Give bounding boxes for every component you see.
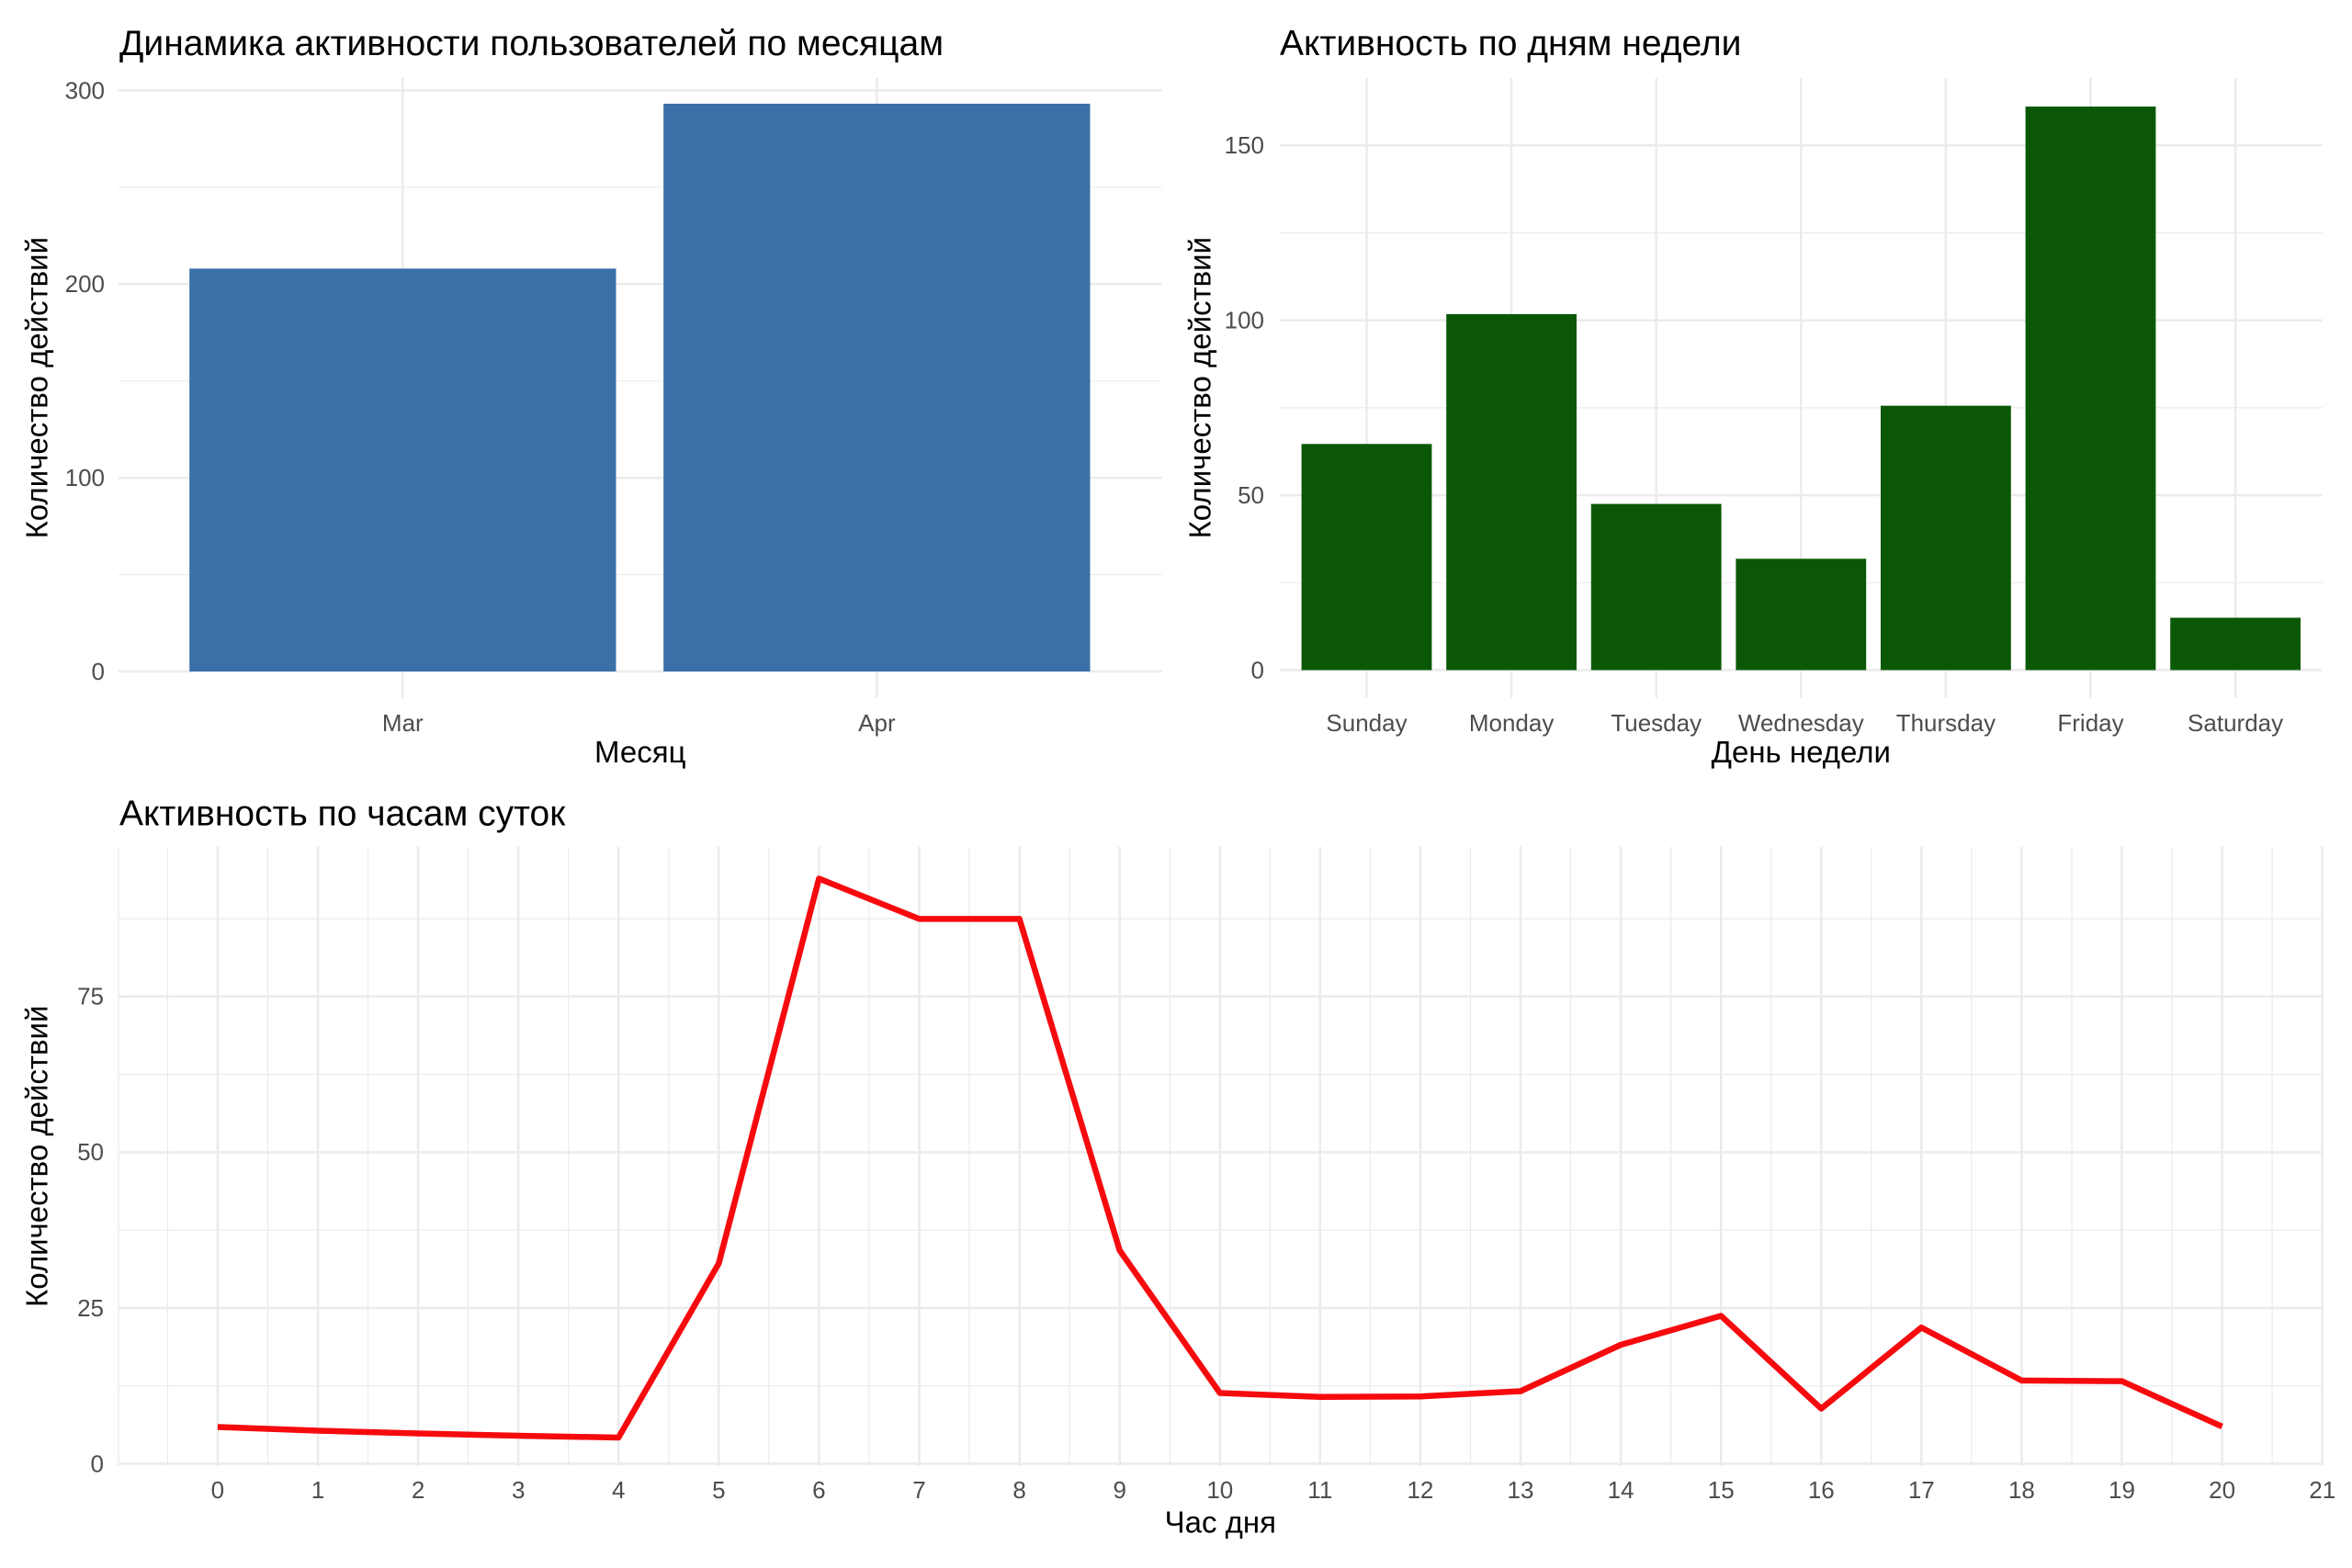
svg-text:Час дня: Час дня: [1165, 1506, 1276, 1540]
svg-text:Mar: Mar: [382, 709, 424, 737]
svg-text:1: 1: [311, 1476, 324, 1504]
svg-text:0: 0: [91, 1450, 104, 1477]
svg-text:Wednesday: Wednesday: [1738, 709, 1864, 737]
svg-text:0: 0: [1251, 656, 1264, 683]
svg-text:Friday: Friday: [2057, 709, 2123, 737]
svg-text:15: 15: [1708, 1476, 1735, 1504]
svg-text:25: 25: [77, 1294, 104, 1322]
svg-text:7: 7: [912, 1476, 925, 1504]
svg-text:13: 13: [1508, 1476, 1534, 1504]
svg-text:Thursday: Thursday: [1896, 709, 1996, 737]
svg-text:75: 75: [77, 983, 104, 1010]
svg-text:8: 8: [1012, 1476, 1025, 1504]
svg-text:10: 10: [1206, 1476, 1233, 1504]
svg-text:50: 50: [1238, 481, 1264, 509]
svg-text:Месяц: Месяц: [594, 735, 686, 769]
svg-text:Активность по часам суток: Активность по часам суток: [119, 795, 566, 834]
svg-text:18: 18: [2008, 1476, 2035, 1504]
svg-text:100: 100: [1225, 307, 1264, 334]
svg-text:Sunday: Sunday: [1326, 709, 1407, 737]
svg-text:20: 20: [2209, 1476, 2235, 1504]
svg-text:Saturday: Saturday: [2188, 709, 2283, 737]
svg-text:Apr: Apr: [858, 709, 896, 737]
svg-text:5: 5: [712, 1476, 725, 1504]
svg-text:14: 14: [1608, 1476, 1634, 1504]
svg-text:Количество действий: Количество действий: [1183, 237, 1217, 538]
svg-text:21: 21: [2309, 1476, 2335, 1504]
svg-text:Количество действий: Количество действий: [20, 1006, 54, 1307]
svg-text:19: 19: [2109, 1476, 2135, 1504]
svg-text:Количество действий: Количество действий: [20, 237, 54, 538]
svg-text:Динамика активности пользовате: Динамика активности пользователей по мес…: [119, 24, 944, 63]
svg-text:4: 4: [612, 1476, 625, 1504]
svg-text:16: 16: [1808, 1476, 1835, 1504]
svg-text:0: 0: [92, 658, 105, 685]
svg-text:9: 9: [1113, 1476, 1125, 1504]
svg-text:6: 6: [812, 1476, 825, 1504]
svg-text:200: 200: [65, 270, 105, 298]
svg-text:12: 12: [1407, 1476, 1433, 1504]
svg-text:День недели: День недели: [1712, 735, 1891, 769]
svg-text:2: 2: [412, 1476, 424, 1504]
svg-text:Активность по дням недели: Активность по дням недели: [1280, 24, 1741, 63]
svg-text:Tuesday: Tuesday: [1611, 709, 1702, 737]
svg-text:3: 3: [512, 1476, 525, 1504]
svg-text:100: 100: [65, 464, 105, 491]
svg-text:50: 50: [77, 1138, 104, 1166]
svg-text:Monday: Monday: [1469, 709, 1555, 737]
svg-text:300: 300: [65, 76, 105, 104]
svg-text:150: 150: [1225, 131, 1264, 159]
svg-text:11: 11: [1307, 1476, 1332, 1504]
svg-text:0: 0: [211, 1476, 224, 1504]
svg-text:17: 17: [1908, 1476, 1935, 1504]
